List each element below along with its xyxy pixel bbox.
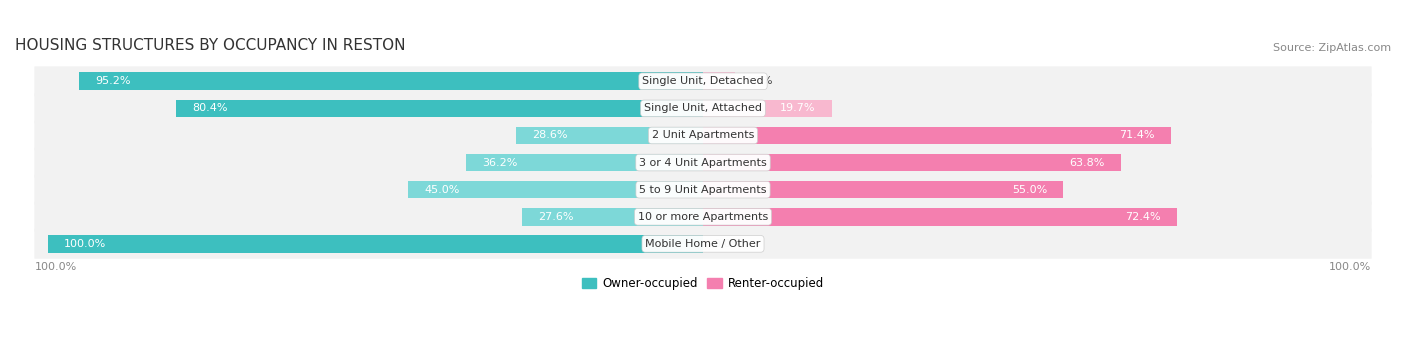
Text: HOUSING STRUCTURES BY OCCUPANCY IN RESTON: HOUSING STRUCTURES BY OCCUPANCY IN RESTO…	[15, 38, 405, 53]
Text: Source: ZipAtlas.com: Source: ZipAtlas.com	[1272, 43, 1391, 53]
Text: 80.4%: 80.4%	[193, 103, 228, 113]
FancyBboxPatch shape	[34, 148, 1372, 177]
Bar	[703, 73, 735, 90]
Text: Single Unit, Attached: Single Unit, Attached	[644, 103, 762, 113]
Text: 72.4%: 72.4%	[1125, 212, 1161, 222]
Bar	[703, 181, 1063, 198]
Text: 19.7%: 19.7%	[780, 103, 815, 113]
Text: 3 or 4 Unit Apartments: 3 or 4 Unit Apartments	[640, 158, 766, 167]
Text: 4.9%: 4.9%	[745, 76, 773, 86]
Text: 0.0%: 0.0%	[713, 239, 741, 249]
FancyBboxPatch shape	[34, 93, 1372, 123]
Bar	[703, 154, 1121, 172]
Bar	[408, 181, 703, 198]
Bar	[176, 100, 703, 117]
FancyBboxPatch shape	[34, 121, 1372, 150]
Text: 36.2%: 36.2%	[482, 158, 517, 167]
Bar	[516, 127, 703, 144]
Bar	[703, 208, 1177, 225]
Bar	[703, 100, 832, 117]
FancyBboxPatch shape	[34, 66, 1372, 96]
Text: 71.4%: 71.4%	[1119, 131, 1154, 140]
Text: 10 or more Apartments: 10 or more Apartments	[638, 212, 768, 222]
Bar	[465, 154, 703, 172]
Legend: Owner-occupied, Renter-occupied: Owner-occupied, Renter-occupied	[578, 272, 828, 295]
FancyBboxPatch shape	[34, 202, 1372, 232]
Text: 55.0%: 55.0%	[1012, 185, 1047, 195]
Bar	[703, 127, 1171, 144]
Text: Mobile Home / Other: Mobile Home / Other	[645, 239, 761, 249]
FancyBboxPatch shape	[34, 229, 1372, 259]
Text: Single Unit, Detached: Single Unit, Detached	[643, 76, 763, 86]
Text: 28.6%: 28.6%	[531, 131, 568, 140]
Text: 27.6%: 27.6%	[538, 212, 574, 222]
Text: 5 to 9 Unit Apartments: 5 to 9 Unit Apartments	[640, 185, 766, 195]
Text: 95.2%: 95.2%	[96, 76, 131, 86]
Text: 100.0%: 100.0%	[35, 262, 77, 272]
Bar	[79, 73, 703, 90]
Bar	[522, 208, 703, 225]
Text: 2 Unit Apartments: 2 Unit Apartments	[652, 131, 754, 140]
FancyBboxPatch shape	[34, 175, 1372, 205]
Text: 45.0%: 45.0%	[425, 185, 460, 195]
Bar	[48, 235, 703, 253]
Text: 100.0%: 100.0%	[1329, 262, 1371, 272]
Text: 100.0%: 100.0%	[65, 239, 107, 249]
Text: 63.8%: 63.8%	[1070, 158, 1105, 167]
